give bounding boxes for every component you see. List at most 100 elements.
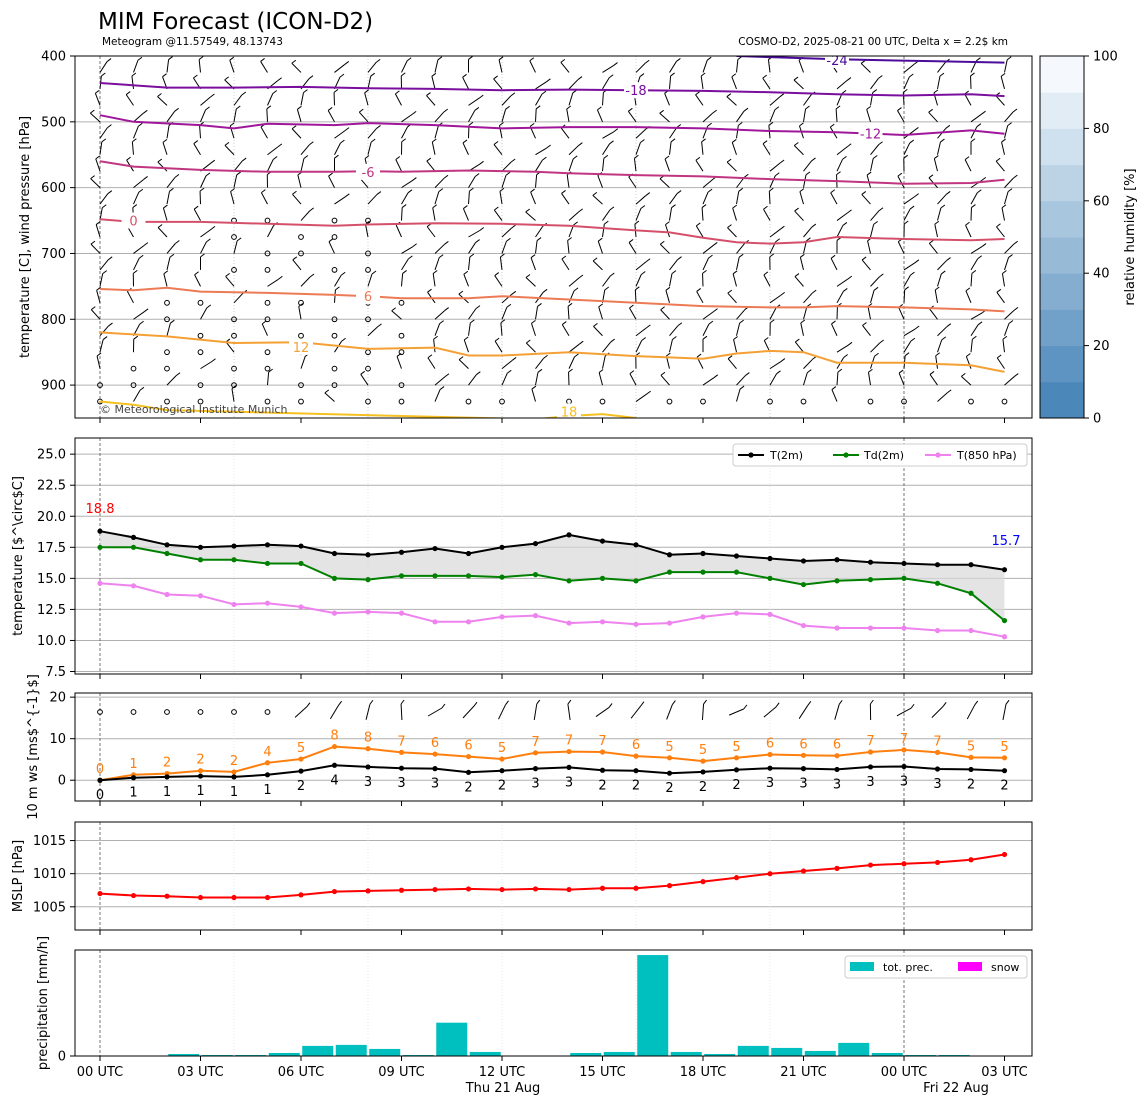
wind-barb [434, 125, 439, 139]
wind-barb [566, 108, 570, 122]
mslp-point [666, 883, 673, 889]
colorbar-tick-label: 40 [1093, 267, 1110, 282]
wind-barb [535, 240, 538, 254]
wind-barb-flag [846, 143, 852, 148]
wind-barb-flag [444, 307, 449, 311]
wind-barb-flag [344, 193, 350, 198]
wind-barb [267, 225, 275, 238]
wind-barb [736, 125, 739, 139]
wind-barb [431, 76, 436, 90]
wind-barb-flag [1008, 254, 1013, 258]
time-tick-label: 21 UTC [780, 1065, 826, 1080]
wind-speed-point [934, 766, 941, 772]
wind-barb-calm [164, 299, 170, 306]
wind-barb-flag [297, 41, 301, 44]
wind-barb [94, 93, 101, 106]
isotherm-line [99, 331, 1005, 373]
gust-label: 7 [598, 734, 606, 749]
wind-barb-flag [573, 221, 578, 226]
wind-speed-label: 3 [866, 775, 874, 790]
wind-barb [96, 290, 101, 303]
td2m-point [532, 572, 539, 578]
gust-point [599, 749, 606, 755]
wind-speed-point [231, 774, 237, 780]
wind-barb-flag [780, 225, 785, 230]
wind-barb [427, 357, 436, 369]
wind-barb [568, 56, 569, 57]
wind-barb [702, 377, 715, 386]
legend-t2m: T(2m) [769, 449, 803, 462]
wind-barb [468, 242, 476, 254]
wind-barb-flag [744, 173, 749, 178]
wind-barb-calm [566, 398, 572, 405]
wind-barb-flag [236, 171, 242, 176]
wind-barb [90, 309, 101, 320]
wind-barb [937, 273, 942, 287]
wind-speed-point [700, 769, 706, 775]
wind-barb [970, 273, 973, 287]
td2m-point [465, 573, 472, 579]
wind-barb-flag [278, 275, 283, 280]
gust-line [99, 745, 1005, 782]
wind-barb-flag [645, 258, 651, 263]
wind-barb [200, 175, 207, 188]
wind-barb-flag [506, 237, 511, 242]
wind-barb-calm [130, 382, 137, 388]
wind-barb-flag [303, 89, 308, 94]
wind-barb-flag [644, 59, 650, 64]
wind-barb-flag [878, 141, 883, 146]
wind-barb [762, 143, 771, 155]
wind-barb [334, 274, 342, 287]
wind-speed-label: 1 [263, 783, 271, 798]
wind-barb [396, 356, 402, 369]
wind-speed-label: 1 [163, 785, 171, 800]
wind-barb-flag [443, 43, 447, 46]
wind-barb [767, 59, 771, 73]
wind-barb-flag [511, 357, 517, 361]
wind-barb [830, 258, 838, 271]
wind-barb-calm [264, 250, 271, 257]
wind-barb-flag [370, 72, 376, 77]
wind-barb-flag [629, 304, 634, 309]
wind-barb [462, 705, 475, 719]
wind-barb-flag [903, 154, 909, 159]
time-tick-label: 15 UTC [579, 1065, 625, 1080]
wind-barb-flag [107, 124, 112, 129]
wind-barb-flag [795, 338, 800, 343]
wind-barb-flag [402, 270, 407, 274]
wind-barb [501, 360, 513, 370]
chart-subtitle-location: Meteogram @11.57549, 48.13743 [102, 36, 283, 48]
mslp-point [633, 885, 639, 891]
isotherm-label: 6 [364, 290, 372, 305]
date-label-fri: Fri 22 Aug [923, 1081, 989, 1096]
wind-barb [660, 309, 670, 320]
wind-barb-flag [298, 303, 304, 307]
mslp-point [432, 886, 438, 893]
wind-barb-flag [779, 93, 785, 98]
wind-speed-label: 3 [933, 777, 941, 792]
wind-barb-flag [806, 237, 811, 242]
wind-barb [665, 290, 670, 303]
gust-label: 5 [967, 739, 975, 754]
wind-barb-flag [727, 289, 733, 294]
wind-barb [803, 94, 812, 106]
wind-barb [166, 243, 176, 254]
wind-barb-flag [334, 154, 339, 159]
wind-barb [769, 175, 776, 188]
wind-barb [836, 291, 844, 304]
wind-barb-flag [628, 43, 632, 46]
isotherm-lines: -24 -18 -12 -6 0 6 12 18 [99, 56, 1005, 418]
wind-barb-flag [458, 356, 464, 361]
wind-barb-flag [463, 270, 469, 275]
wind-speed-label: 2 [632, 779, 640, 794]
wind-barb [728, 708, 745, 716]
wind-barb [426, 226, 436, 238]
legend-total-precip: tot. prec. [883, 961, 933, 974]
wind-barb [90, 178, 101, 188]
wind-barb [233, 174, 238, 188]
t2m-point [197, 544, 204, 550]
wind-speed-label: 2 [297, 779, 305, 794]
wind-barb-flag [660, 306, 665, 311]
td2m-point [130, 544, 137, 550]
wind-barb [629, 373, 637, 386]
